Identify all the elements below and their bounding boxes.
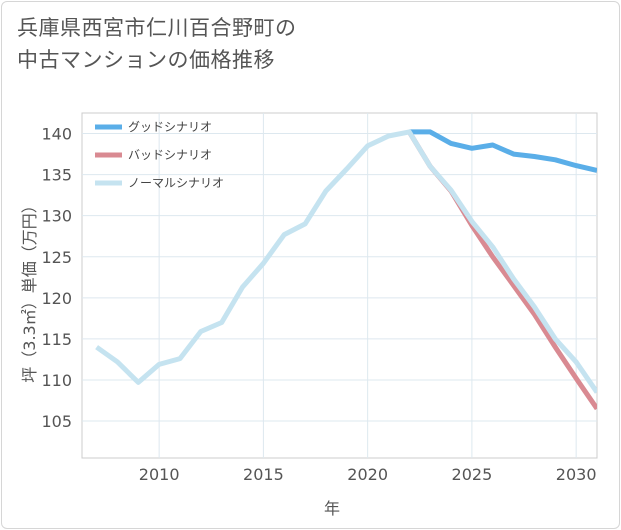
x-tick-label: 2015 [243, 465, 284, 484]
y-tick-label: 125 [41, 248, 72, 267]
chart-title-line-1: 兵庫県西宮市仁川百合野町の [17, 16, 297, 40]
x-tick-label: 2025 [452, 465, 493, 484]
x-axis-title: 年 [324, 499, 340, 518]
chart-grid [81, 112, 598, 459]
chart-title: 兵庫県西宮市仁川百合野町の 中古マンションの価格推移 [17, 12, 297, 76]
y-tick-label: 115 [41, 330, 72, 349]
legend-label-2: バッドシナリオ [128, 148, 212, 162]
y-axis-title: 坪（3.3㎡）単価（万円） [20, 197, 39, 382]
x-tick-label: 2010 [139, 465, 180, 484]
x-tick-label: 2020 [347, 465, 388, 484]
legend-label-3: ノーマルシナリオ [128, 176, 224, 190]
y-tick-label: 135 [41, 166, 72, 185]
y-tick-label: 140 [41, 125, 72, 144]
plot-area-border [81, 112, 598, 459]
y-tick-label: 130 [41, 207, 72, 226]
chart-ticks: 105 110 115 120 125 130 135 140 2010 2015 2020 2025… [41, 125, 596, 484]
y-tick-label: 105 [41, 412, 72, 431]
x-tick-label: 2030 [556, 465, 597, 484]
series-line-1 [409, 129, 597, 173]
legend-label-1: グッドシナリオ [128, 120, 212, 134]
chart-title-line-2: 中古マンションの価格推移 [17, 48, 275, 72]
chart-lines [95, 129, 597, 411]
series-line-3 [95, 129, 597, 394]
y-tick-label: 120 [41, 289, 72, 308]
y-tick-label: 110 [41, 371, 72, 390]
